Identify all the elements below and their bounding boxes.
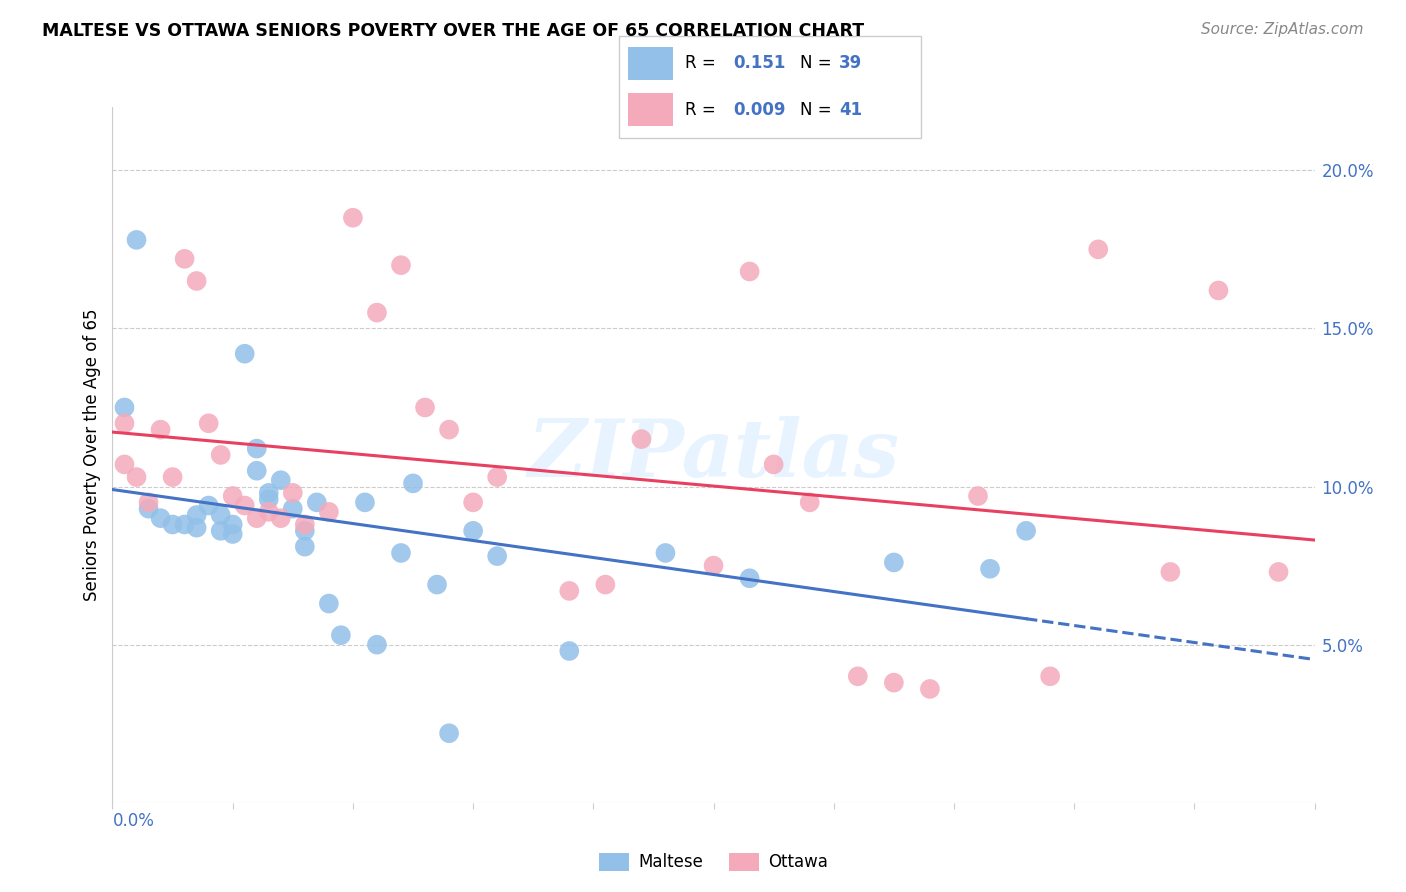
Text: 0.009: 0.009: [734, 101, 786, 119]
Point: [654, 546, 676, 560]
Point: [270, 473, 292, 487]
Point: [222, 517, 245, 532]
Point: [366, 638, 388, 652]
Point: [222, 527, 245, 541]
Point: [329, 628, 352, 642]
Point: [389, 258, 412, 272]
Point: [402, 476, 425, 491]
Point: [918, 681, 941, 696]
Point: [738, 571, 761, 585]
Point: [738, 264, 761, 278]
Point: [114, 458, 136, 472]
Point: [149, 511, 172, 525]
Point: [233, 499, 256, 513]
Point: [318, 505, 340, 519]
Point: [486, 549, 509, 563]
Point: [354, 495, 377, 509]
Point: [197, 499, 219, 513]
Point: [558, 583, 581, 598]
Point: [294, 524, 316, 538]
Point: [799, 495, 821, 509]
Text: MALTESE VS OTTAWA SENIORS POVERTY OVER THE AGE OF 65 CORRELATION CHART: MALTESE VS OTTAWA SENIORS POVERTY OVER T…: [42, 22, 865, 40]
Point: [413, 401, 436, 415]
Point: [114, 417, 136, 431]
Text: N =: N =: [800, 101, 837, 119]
Point: [257, 492, 280, 507]
Text: 41: 41: [839, 101, 862, 119]
Point: [305, 495, 328, 509]
Point: [762, 458, 785, 472]
Text: R =: R =: [685, 101, 721, 119]
Point: [595, 577, 617, 591]
Point: [209, 524, 232, 538]
Point: [197, 417, 219, 431]
Text: 0.0%: 0.0%: [112, 812, 155, 830]
Point: [1087, 243, 1109, 257]
Legend: Maltese, Ottawa: Maltese, Ottawa: [592, 846, 835, 878]
Text: Source: ZipAtlas.com: Source: ZipAtlas.com: [1201, 22, 1364, 37]
Point: [318, 597, 340, 611]
Point: [1015, 524, 1038, 538]
Point: [437, 423, 460, 437]
Point: [294, 517, 316, 532]
Point: [883, 675, 905, 690]
Point: [209, 448, 232, 462]
Point: [630, 432, 652, 446]
Text: 0.151: 0.151: [734, 54, 786, 72]
Point: [233, 347, 256, 361]
Text: ZIPatlas: ZIPatlas: [527, 417, 900, 493]
Point: [114, 401, 136, 415]
Point: [270, 511, 292, 525]
Point: [246, 442, 269, 456]
Point: [246, 511, 269, 525]
Text: N =: N =: [800, 54, 837, 72]
Point: [486, 470, 509, 484]
Point: [461, 495, 484, 509]
Text: 39: 39: [839, 54, 862, 72]
Point: [138, 501, 160, 516]
Text: R =: R =: [685, 54, 721, 72]
Point: [257, 486, 280, 500]
Point: [1159, 565, 1181, 579]
Point: [186, 274, 208, 288]
Point: [209, 508, 232, 522]
Point: [426, 577, 449, 591]
Point: [294, 540, 316, 554]
FancyBboxPatch shape: [619, 36, 921, 138]
Point: [846, 669, 869, 683]
Point: [1208, 284, 1230, 298]
Point: [1039, 669, 1062, 683]
Point: [967, 489, 990, 503]
Point: [125, 233, 148, 247]
Point: [162, 517, 184, 532]
Point: [173, 517, 195, 532]
Y-axis label: Seniors Poverty Over the Age of 65: Seniors Poverty Over the Age of 65: [83, 309, 101, 601]
Point: [702, 558, 725, 573]
Point: [173, 252, 195, 266]
Point: [366, 305, 388, 319]
Point: [125, 470, 148, 484]
Point: [883, 556, 905, 570]
Point: [222, 489, 245, 503]
Point: [389, 546, 412, 560]
Bar: [627, 93, 673, 126]
Point: [138, 495, 160, 509]
Point: [461, 524, 484, 538]
Point: [979, 562, 1001, 576]
Point: [558, 644, 581, 658]
Point: [281, 486, 304, 500]
Bar: [627, 47, 673, 79]
Point: [162, 470, 184, 484]
Point: [186, 521, 208, 535]
Point: [149, 423, 172, 437]
Point: [437, 726, 460, 740]
Point: [186, 508, 208, 522]
Point: [342, 211, 364, 225]
Point: [1267, 565, 1289, 579]
Point: [281, 501, 304, 516]
Point: [257, 505, 280, 519]
Point: [246, 464, 269, 478]
